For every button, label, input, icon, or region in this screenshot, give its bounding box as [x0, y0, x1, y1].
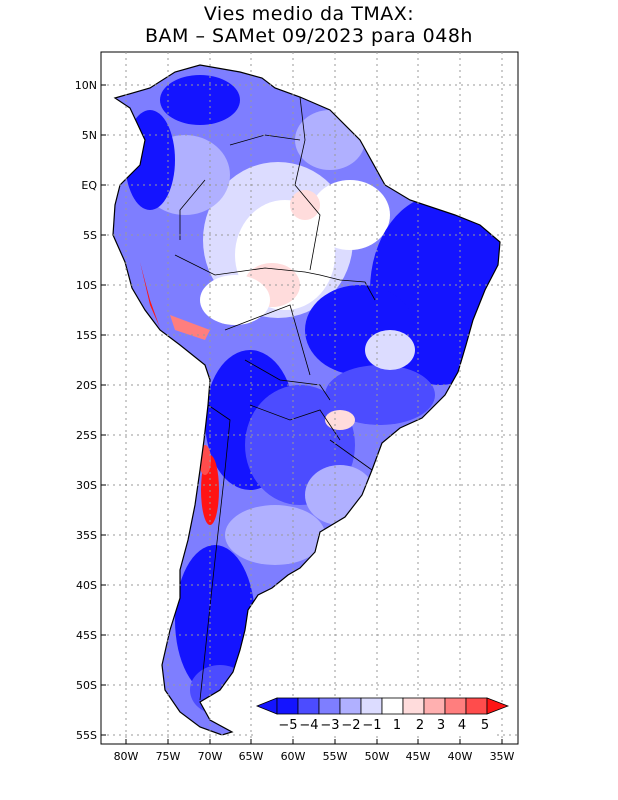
lon-label: 55W: [323, 750, 348, 763]
lat-label: 50S: [76, 679, 97, 692]
colorbar: −5 −4 −3 −2 −1 1 2 3 4 5: [255, 697, 510, 736]
lon-label: 65W: [239, 750, 264, 763]
colorbar-label: −5: [278, 718, 297, 733]
colorbar-label: 2: [416, 718, 424, 733]
colorbar-box: [423, 697, 446, 715]
lon-label: 45W: [406, 750, 431, 763]
colorbar-box: [402, 697, 425, 715]
lat-label: 30S: [76, 479, 97, 492]
colorbar-label: −3: [320, 718, 339, 733]
tick-marks: [101, 84, 503, 744]
colorbar-box: [360, 697, 383, 715]
lat-label: 5S: [83, 229, 97, 242]
colorbar-box: [444, 697, 467, 715]
colorbar-label: −4: [299, 718, 318, 733]
lat-label: 5N: [82, 129, 97, 142]
lat-label: 40S: [76, 579, 97, 592]
map-grid: [101, 52, 518, 744]
colorbar-label: 1: [393, 718, 401, 733]
lat-label: 45S: [76, 629, 97, 642]
colorbar-arrow-high: [486, 697, 510, 715]
country-borders: [174, 96, 376, 701]
colorbar-label: 4: [458, 718, 466, 733]
colorbar-label: 5: [481, 718, 489, 733]
map-title-line2: BAM – SAMet 09/2023 para 048h: [145, 25, 473, 47]
lat-label: 35S: [76, 529, 97, 542]
colorbar-label: −1: [362, 718, 381, 733]
lat-label: EQ: [81, 179, 97, 192]
lat-label: 15S: [76, 329, 97, 342]
colorbar-box: [465, 697, 488, 715]
lon-label: 35W: [490, 750, 515, 763]
lon-label: 60W: [281, 750, 306, 763]
lon-label: 40W: [448, 750, 473, 763]
colorbar-box: [318, 697, 341, 715]
colorbar-box: [381, 697, 404, 715]
lon-label: 75W: [156, 750, 181, 763]
lon-label: 50W: [365, 750, 390, 763]
colorbar-box: [276, 697, 299, 715]
lon-label: 80W: [114, 750, 139, 763]
lat-label: 10N: [75, 79, 97, 92]
colorbar-box: [297, 697, 320, 715]
colorbar-label: 3: [437, 718, 445, 733]
lat-label: 10S: [76, 279, 97, 292]
lat-label: 20S: [76, 379, 97, 392]
colorbar-box: [339, 697, 362, 715]
lat-label: 25S: [76, 429, 97, 442]
colorbar-label: −2: [341, 718, 360, 733]
lat-label: 55S: [76, 729, 97, 742]
lon-label: 70W: [198, 750, 223, 763]
map-title-line1: Vies medio da TMAX:: [203, 3, 415, 25]
